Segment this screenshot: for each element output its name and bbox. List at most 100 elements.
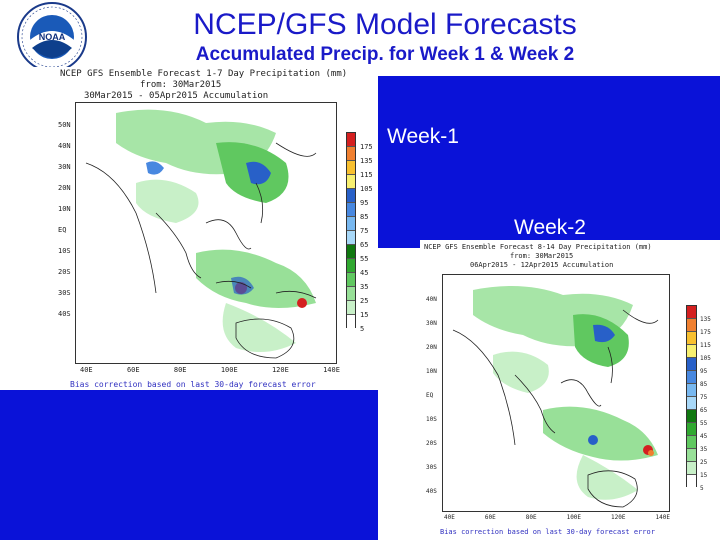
legend-value: 55 (360, 255, 369, 263)
legend-swatch (687, 449, 696, 462)
legend-swatch (687, 358, 696, 371)
lat-tick-label: 40N (426, 296, 437, 303)
week1-forecast-map-panel: NCEP GFS Ensemble Forecast 1-7 Day Preci… (0, 67, 378, 390)
legend-swatch (687, 345, 696, 358)
legend-swatch (347, 287, 355, 301)
lon-tick-label: 100E (566, 514, 582, 521)
week2-map-area (442, 274, 670, 512)
legend-value: 35 (360, 283, 369, 291)
week1-map-area (75, 102, 337, 364)
legend-swatch (347, 273, 355, 287)
slide-title: NCEP/GFS Model Forecasts (193, 8, 577, 41)
lat-tick-label: EQ (426, 392, 434, 399)
lat-tick-label: 30S (58, 289, 71, 297)
week2-color-legend (686, 305, 697, 488)
lat-tick-label: 40N (58, 142, 71, 150)
legend-swatch (347, 245, 355, 259)
slide-header: NOAA NCEP/GFS Model Forecasts Accumulate… (0, 0, 720, 78)
legend-swatch (687, 371, 696, 384)
noaa-logo: NOAA (17, 2, 87, 72)
legend-swatch (347, 133, 355, 147)
legend-value: 75 (360, 227, 369, 235)
blue-background-lower (0, 390, 378, 540)
week2-lon-axis: 40E 60E 80E 100E 120E 140E (444, 514, 670, 521)
legend-value: 45 (360, 269, 369, 277)
legend-value: 65 (700, 407, 708, 414)
week2-precip-map (452, 286, 659, 508)
legend-swatch (687, 306, 696, 319)
week2-lat-axis: 40N 30N 20N 10N EQ 10S 20S 30S 40S (426, 288, 437, 504)
lon-tick-label: 100E (220, 366, 238, 374)
legend-swatch (687, 462, 696, 475)
legend-value: 105 (700, 355, 711, 362)
legend-swatch (687, 384, 696, 397)
week1-label: Week-1 (387, 125, 459, 148)
lon-tick-label: 140E (655, 514, 670, 521)
lat-tick-label: 30N (58, 163, 71, 171)
lat-tick-label: 20S (58, 268, 71, 276)
lat-tick-label: EQ (58, 226, 67, 234)
legend-value: 95 (700, 368, 708, 375)
lat-tick-label: 10N (426, 368, 437, 375)
legend-swatch (347, 217, 355, 231)
legend-swatch (687, 423, 696, 436)
legend-value: 35 (700, 446, 708, 453)
week2-map-from-date: from: 30Mar2015 (510, 252, 574, 260)
lat-tick-label: 10S (58, 247, 71, 255)
week1-lat-axis: 50N 40N 30N 20N 10N EQ 10S 20S 30S 40S (58, 115, 71, 325)
week1-bias-footnote: Bias correction based on last 30-day for… (70, 380, 316, 389)
legend-swatch (347, 301, 355, 315)
legend-swatch (687, 397, 696, 410)
legend-value: 85 (360, 213, 369, 221)
legend-swatch (347, 189, 355, 203)
legend-swatch (687, 410, 696, 423)
legend-swatch (347, 175, 355, 189)
legend-value: 85 (700, 381, 708, 388)
lon-tick-label: 40E (80, 366, 93, 374)
legend-value: 5 (360, 325, 365, 333)
legend-value: 175 (700, 329, 711, 336)
legend-value: 135 (360, 157, 373, 165)
legend-swatch (347, 203, 355, 217)
lat-tick-label: 20N (58, 184, 71, 192)
legend-value: 25 (700, 459, 708, 466)
slide-subtitle: Accumulated Precip. for Week 1 & Week 2 (195, 44, 575, 65)
lat-tick-label: 30S (426, 464, 437, 471)
legend-value: 115 (700, 342, 711, 349)
legend-swatch (347, 147, 355, 161)
week1-map-accum-period: 30Mar2015 - 05Apr2015 Accumulation (84, 91, 269, 101)
legend-value: 175 (360, 143, 373, 151)
lon-tick-label: 60E (126, 366, 140, 374)
legend-value: 135 (700, 316, 711, 323)
week2-label: Week-2 (514, 216, 586, 239)
lon-tick-label: 120E (611, 514, 626, 521)
legend-value: 75 (700, 394, 708, 401)
lat-tick-label: 40S (426, 488, 437, 495)
legend-swatch (347, 259, 355, 273)
lat-tick-label: 20S (426, 440, 437, 447)
legend-value: 5 (700, 485, 704, 492)
lat-tick-label: 10S (426, 416, 437, 423)
svg-text:NOAA: NOAA (39, 32, 66, 42)
legend-swatch (687, 332, 696, 345)
legend-value: 25 (360, 297, 369, 305)
week1-map-heading: NCEP GFS Ensemble Forecast 1-7 Day Preci… (60, 69, 348, 79)
legend-value: 95 (360, 199, 369, 207)
week2-map-accum-period: 06Apr2015 - 12Apr2015 Accumulation (470, 261, 614, 269)
legend-swatch (687, 319, 696, 332)
lat-tick-label: 50N (58, 121, 71, 129)
legend-swatch (687, 436, 696, 449)
lon-tick-label: 80E (525, 514, 537, 521)
lon-tick-label: 40E (444, 514, 455, 521)
week2-legend-labels: 135 175 115 105 95 85 75 65 55 45 35 25 … (700, 313, 711, 495)
week1-precip-map (85, 109, 317, 359)
legend-value: 15 (360, 311, 369, 319)
lat-tick-label: 20N (426, 344, 437, 351)
lon-tick-label: 120E (271, 366, 289, 374)
legend-swatch (347, 315, 355, 329)
week2-forecast-map-panel: NCEP GFS Ensemble Forecast 8-14 Day Prec… (420, 240, 720, 540)
legend-value: 115 (360, 171, 373, 179)
lat-tick-label: 10N (58, 205, 71, 213)
week1-map-from-date: from: 30Mar2015 (140, 80, 222, 90)
lon-tick-label: 140E (323, 366, 340, 374)
